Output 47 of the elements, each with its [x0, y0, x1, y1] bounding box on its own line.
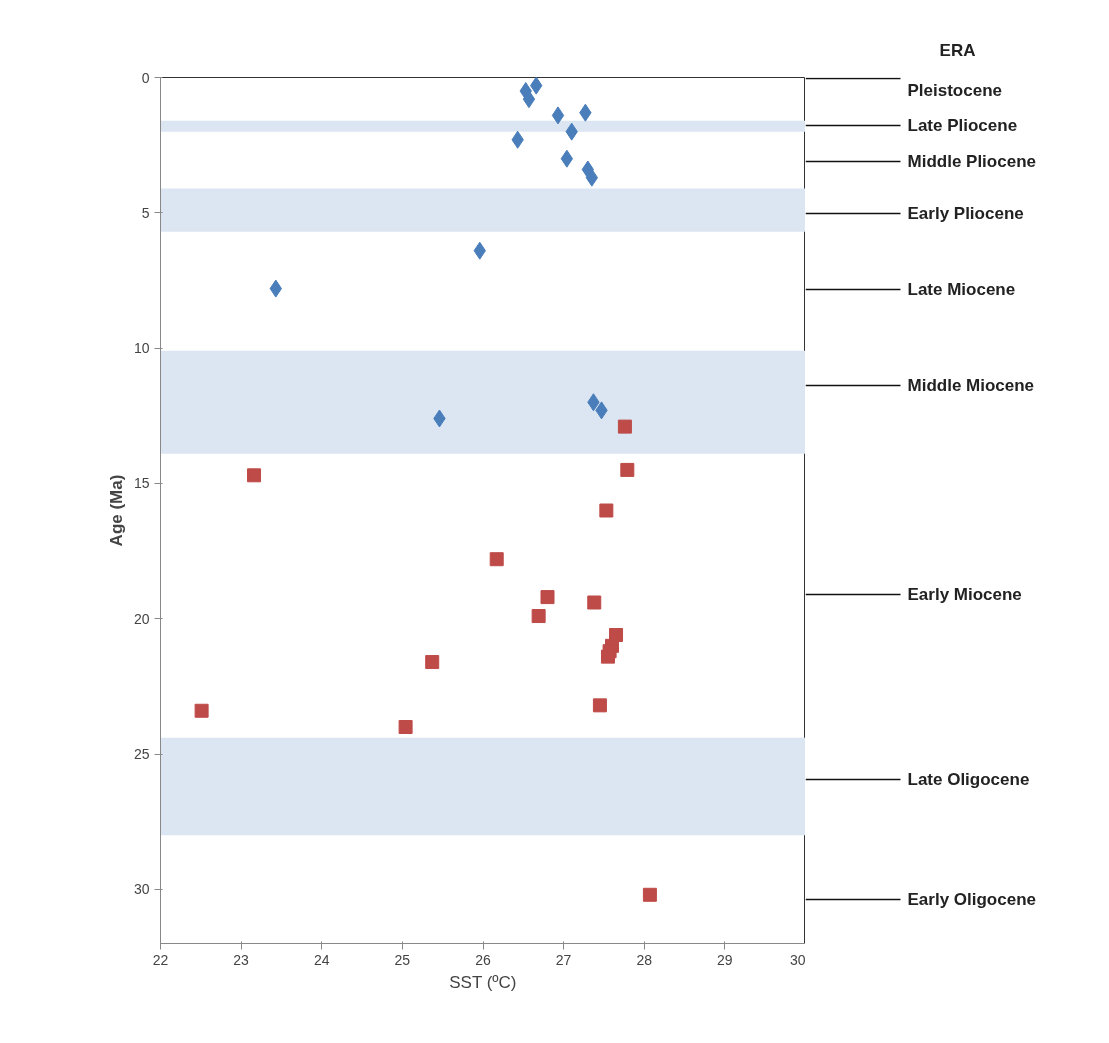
point [398, 720, 413, 734]
y-tick-label: 25 [133, 746, 150, 763]
point [617, 419, 632, 434]
point [587, 595, 602, 610]
point [551, 106, 565, 125]
y-tick-label: 15 [133, 475, 150, 492]
point [194, 703, 209, 718]
y-tick-label: 10 [133, 340, 150, 357]
text: Pleistocene [907, 80, 1002, 100]
point [540, 590, 555, 605]
point [531, 609, 546, 624]
text: Late Pliocene [907, 116, 1018, 135]
text: Middle Miocene [907, 376, 1035, 395]
y-tick-label: 30 [133, 881, 150, 898]
point [530, 77, 543, 95]
point [599, 503, 614, 518]
point [247, 468, 262, 483]
x-tick-label: 25 [394, 951, 411, 968]
point [620, 462, 635, 477]
point [600, 649, 615, 664]
y-tick-label: 20 [133, 610, 150, 627]
x-tick-label: 28 [636, 951, 653, 968]
y-tick-label: 5 [141, 204, 150, 221]
point [560, 149, 574, 168]
x-tick-label: 24 [313, 951, 330, 968]
y-tick-label: 0 [141, 69, 150, 86]
text: ERA [939, 40, 976, 60]
point [489, 552, 504, 567]
point [592, 698, 607, 713]
text: Early Pliocene [907, 204, 1024, 223]
text: Late Oligocene [907, 770, 1030, 789]
point [522, 90, 536, 109]
point [642, 887, 657, 902]
text: Early Miocene [907, 585, 1022, 604]
x-axis-title: SST (ºC) [449, 972, 517, 992]
x-tick-label: 29 [717, 951, 733, 968]
x-tick-label: 23 [233, 951, 250, 968]
x-tick-label: 26 [475, 951, 491, 968]
y-axis-title: Age (Ma) [106, 474, 126, 547]
x-tick-label: 27 [555, 951, 572, 968]
text: Middle Pliocene [907, 152, 1036, 171]
point [585, 168, 599, 187]
point [425, 655, 440, 670]
x-tick-label: 22 [152, 951, 169, 968]
x-tick-label: 30 [789, 951, 806, 968]
text: Late Miocene [907, 280, 1016, 299]
text: Early Oligocene [907, 890, 1036, 909]
